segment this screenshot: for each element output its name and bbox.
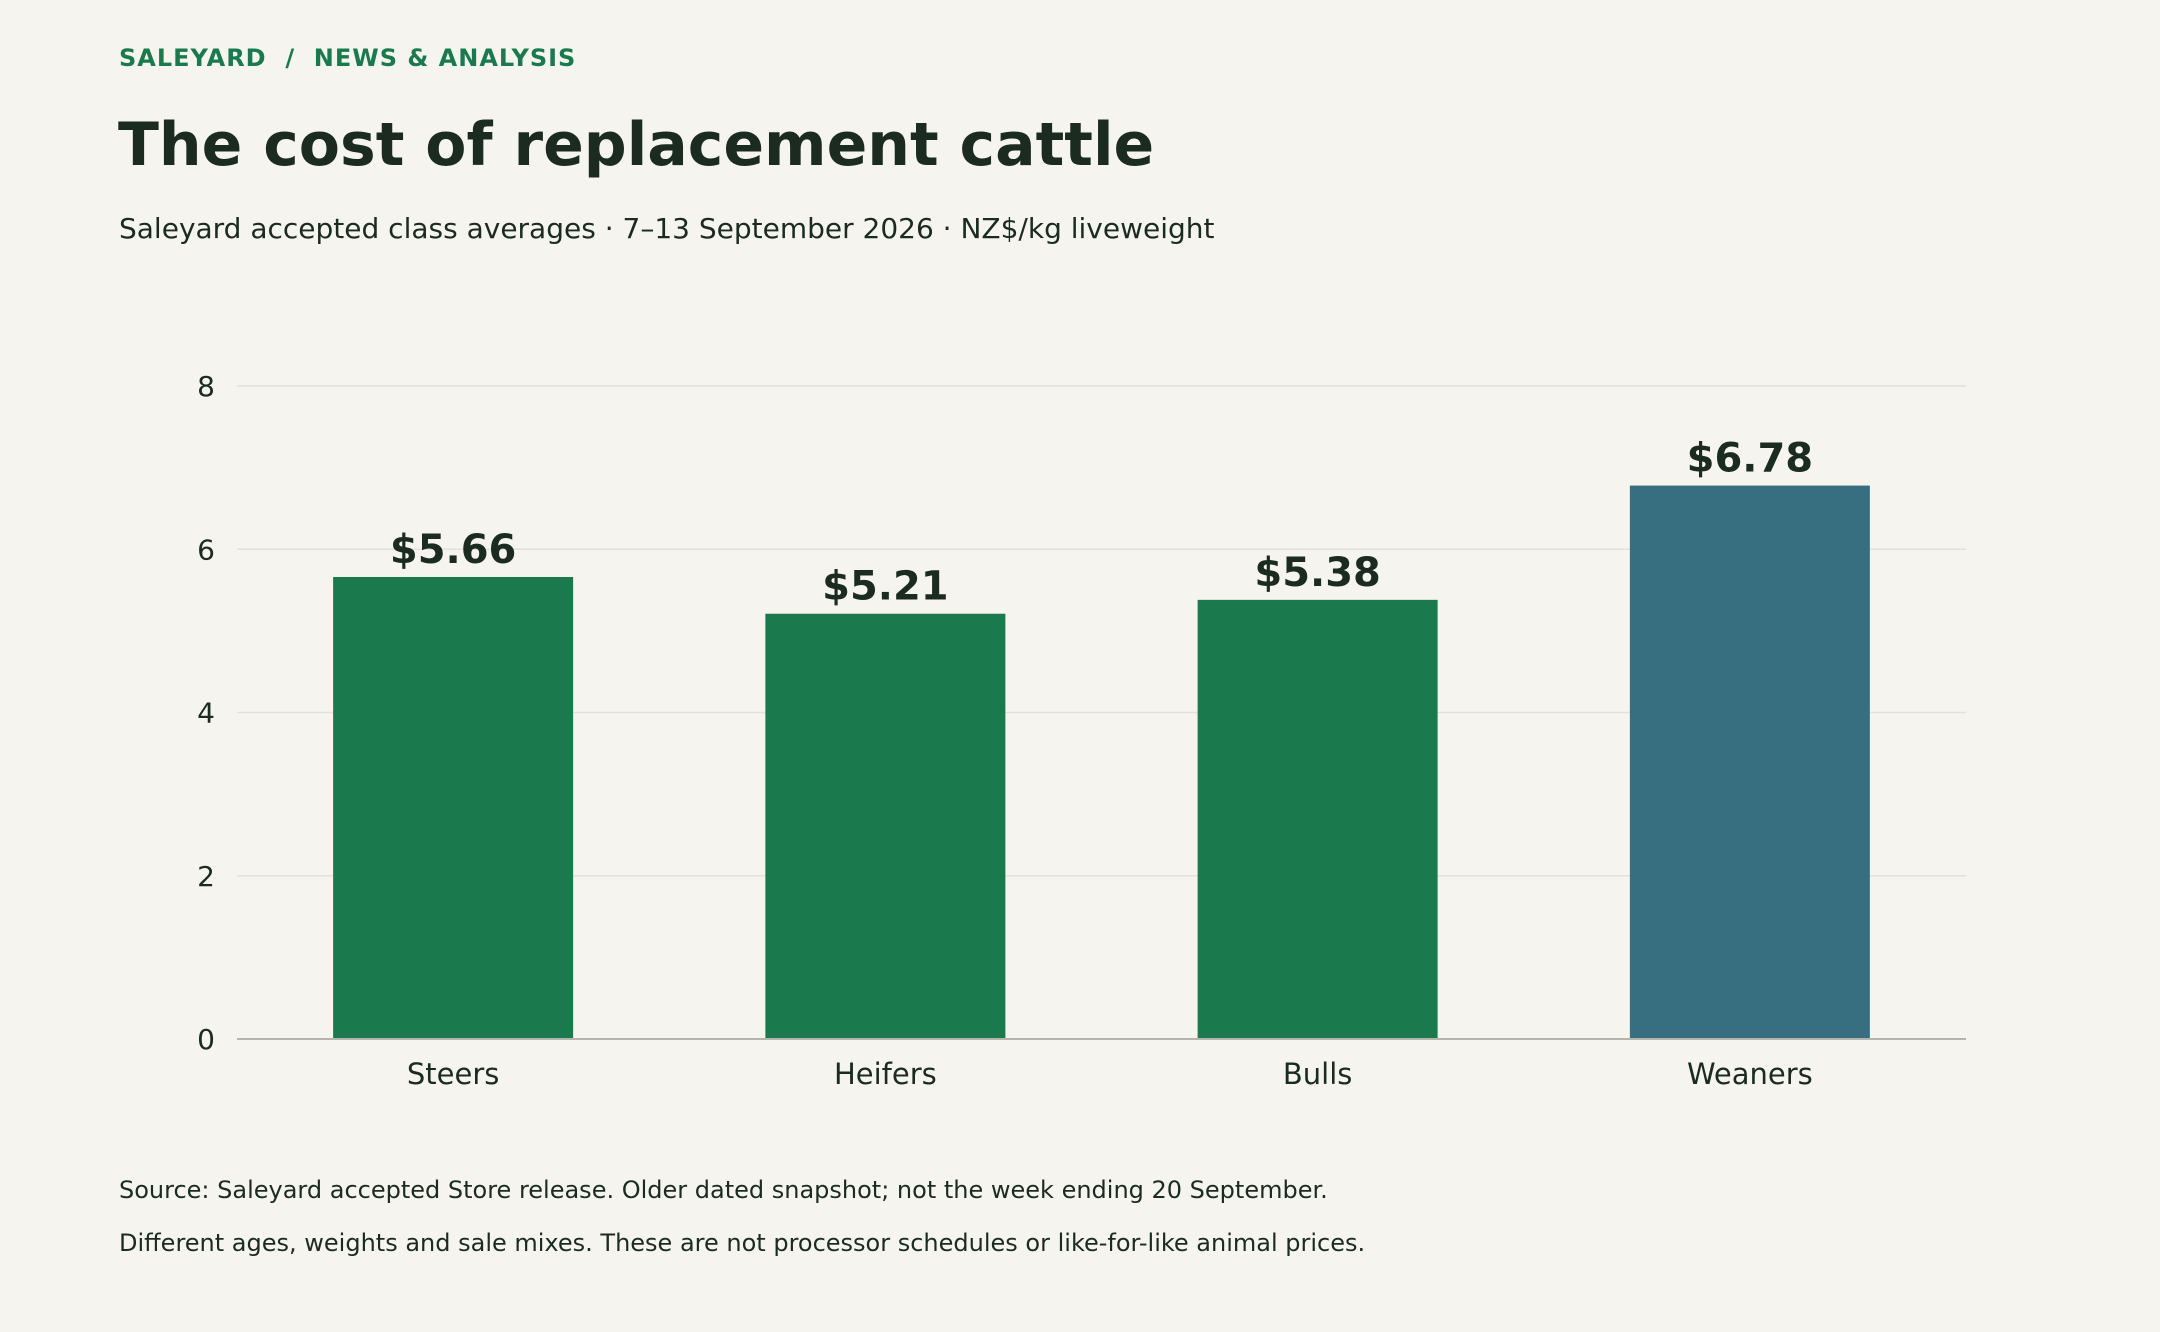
chart-subtitle: Saleyard accepted class averages · 7–13 … <box>119 212 1215 245</box>
y-axis-ticks: 0 2 4 6 8 <box>197 370 215 1056</box>
y-tick-label: 4 <box>197 697 215 730</box>
y-tick-label: 0 <box>197 1023 215 1056</box>
bar-steers <box>333 577 574 1039</box>
x-tick-label-steers: Steers <box>407 1057 500 1091</box>
bar-weaners <box>1629 485 1870 1039</box>
bar-bulls <box>1197 599 1438 1039</box>
data-label-heifers: $5.21 <box>822 564 949 610</box>
x-tick-label-weaners: Weaners <box>1687 1057 1813 1091</box>
data-label-steers: $5.66 <box>390 527 517 573</box>
caveat-note: Different ages, weights and sale mixes. … <box>119 1229 1366 1257</box>
bars <box>333 485 1870 1039</box>
source-note: Source: Saleyard accepted Store release.… <box>119 1176 1328 1204</box>
y-tick-label: 6 <box>197 533 215 566</box>
page-title: The cost of replacement cattle <box>118 110 1155 180</box>
x-tick-label-bulls: Bulls <box>1283 1057 1353 1091</box>
data-labels: $5.66 $5.21 $5.38 $6.78 <box>390 436 1813 610</box>
y-tick-label: 8 <box>197 370 215 403</box>
x-axis-ticks: Steers Heifers Bulls Weaners <box>407 1057 1813 1091</box>
breadcrumb: SALEYARD / NEWS & ANALYSIS <box>119 44 577 72</box>
x-tick-label-heifers: Heifers <box>834 1057 937 1091</box>
data-label-bulls: $5.38 <box>1254 550 1381 596</box>
y-tick-label: 2 <box>197 860 215 893</box>
bar-heifers <box>765 613 1006 1039</box>
data-label-weaners: $6.78 <box>1687 436 1814 482</box>
